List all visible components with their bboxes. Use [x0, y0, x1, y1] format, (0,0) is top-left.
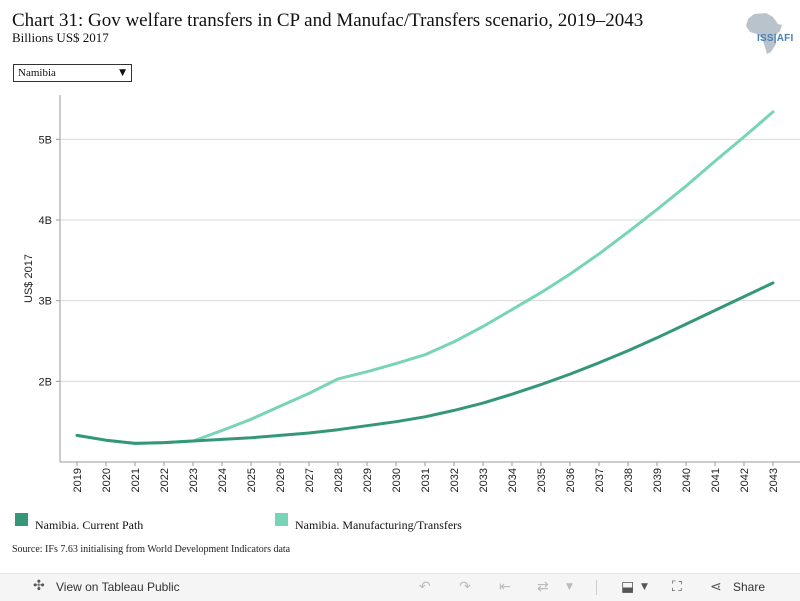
y-tick-label: 5B [39, 134, 52, 146]
series-line-1[interactable] [75, 110, 775, 445]
x-tick-label: 2037 [594, 468, 606, 492]
share-icon[interactable]: ⋖ [710, 579, 722, 595]
source-note: Source: IFs 7.63 initialising from World… [12, 544, 291, 555]
x-tick-label: 2025 [246, 468, 258, 492]
iss-africa-logo [746, 13, 782, 54]
x-tick-label: 2020 [101, 468, 113, 492]
x-tick-label: 2021 [130, 468, 142, 492]
fullscreen-icon[interactable]: ⛶ [672, 579, 682, 595]
dropdown-selected-value: Namibia [18, 67, 56, 79]
y-axis-title: US$ 2017 [23, 254, 35, 303]
download-icon[interactable]: ⬓ [621, 579, 635, 595]
refresh-menu-chevron-icon[interactable]: ▼ [566, 582, 573, 592]
legend-swatch-current-path [15, 513, 28, 526]
x-tick-label: 2029 [362, 468, 374, 492]
x-tick-label: 2039 [652, 468, 664, 492]
x-tick-label: 2022 [159, 468, 171, 492]
x-tick-label: 2042 [739, 468, 751, 492]
y-tick-label: 4B [39, 215, 52, 227]
x-tick-label: 2024 [217, 468, 229, 492]
download-menu-chevron-icon[interactable]: ▼ [641, 582, 648, 592]
share-button[interactable]: Share [733, 580, 766, 594]
dropdown-caret-icon: ▼ [119, 68, 126, 78]
legend-label-current-path: Namibia. Current Path [35, 518, 144, 532]
tableau-logo-icon[interactable]: ✣ [33, 578, 45, 594]
tableau-toolbar: ✣ View on Tableau Public ↶ ↷ ⇤ ⇄ ▼ ⬓ ▼ ⛶… [0, 573, 800, 601]
x-tick-label: 2030 [391, 468, 403, 492]
x-tick-label: 2027 [304, 468, 316, 492]
revert-icon[interactable]: ⇤ [499, 579, 511, 595]
refresh-icon[interactable]: ⇄ [537, 579, 549, 595]
redo-icon[interactable]: ↷ [459, 579, 471, 595]
x-tick-label: 2034 [507, 468, 519, 492]
chart-subtitle: Billions US$ 2017 [12, 30, 109, 45]
x-tick-label: 2019 [72, 468, 84, 492]
y-tick-label: 3B [39, 296, 52, 308]
x-tick-label: 2031 [420, 468, 432, 492]
series-line-0[interactable] [75, 281, 775, 445]
country-filter-dropdown[interactable]: Namibia ▼ [13, 64, 132, 82]
x-tick-label: 2032 [449, 468, 461, 492]
x-tick-label: 2033 [478, 468, 490, 492]
x-tick-label: 2026 [275, 468, 287, 492]
x-tick-label: 2028 [333, 468, 345, 492]
x-tick-label: 2023 [188, 468, 200, 492]
x-tick-label: 2036 [565, 468, 577, 492]
legend-swatch-manufacturing-transfers [275, 513, 288, 526]
view-on-tableau-link[interactable]: View on Tableau Public [56, 580, 180, 594]
chart-title: Chart 31: Gov welfare transfers in CP an… [12, 10, 644, 31]
legend-label-manufacturing-transfers: Namibia. Manufacturing/Transfers [295, 518, 462, 532]
x-tick-label: 2041 [710, 468, 722, 492]
x-tick-label: 2035 [536, 468, 548, 492]
undo-icon[interactable]: ↶ [419, 579, 431, 595]
x-tick-label: 2043 [768, 468, 780, 492]
y-tick-label: 2B [39, 376, 52, 388]
x-tick-label: 2040 [681, 468, 693, 492]
x-tick-label: 2038 [623, 468, 635, 492]
logo-text: ISS|AFI [757, 33, 794, 44]
toolbar-divider [596, 580, 597, 595]
